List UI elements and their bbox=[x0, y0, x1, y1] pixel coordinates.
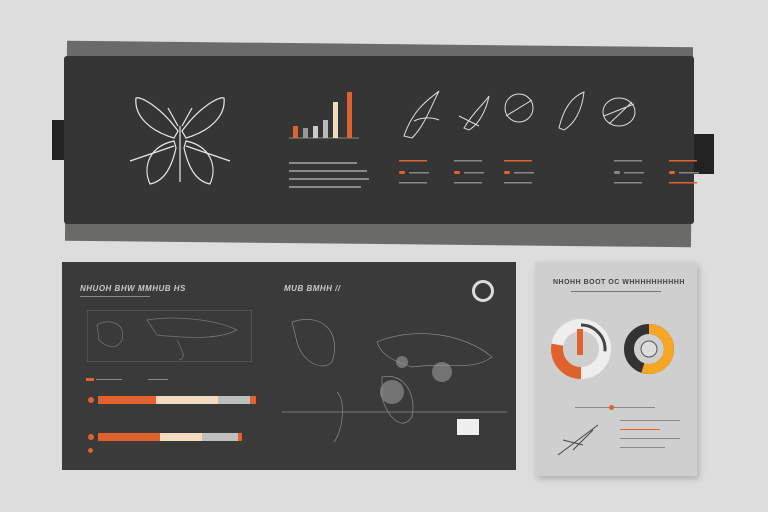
donut1-value bbox=[551, 319, 611, 379]
bar bbox=[293, 126, 298, 138]
map-title: MUB BMHH // bbox=[284, 284, 341, 293]
bar-segment bbox=[98, 433, 160, 441]
insect-sketches bbox=[403, 90, 636, 139]
bar-dot bbox=[88, 397, 94, 403]
bar-segment bbox=[238, 433, 242, 441]
banner-bar-chart bbox=[289, 92, 359, 139]
banner-line bbox=[289, 162, 357, 164]
subtitle-line bbox=[80, 296, 150, 297]
bar bbox=[333, 102, 338, 138]
bar-dot bbox=[88, 448, 93, 453]
bar-segment bbox=[160, 433, 202, 441]
banner-line bbox=[289, 186, 361, 188]
banner bbox=[64, 56, 699, 224]
bar bbox=[347, 92, 352, 138]
panel-title: NHUOH BHW MMHUB HS bbox=[80, 284, 186, 293]
banner-legend bbox=[399, 160, 719, 195]
bar-segment bbox=[156, 396, 218, 404]
mini-world-map bbox=[87, 310, 252, 362]
logo-icon bbox=[472, 280, 494, 302]
bar bbox=[313, 126, 318, 138]
bar-dot bbox=[88, 434, 94, 440]
card-title-line bbox=[571, 291, 661, 292]
legend-line bbox=[148, 379, 168, 380]
banner-line bbox=[289, 170, 367, 172]
info-card: NHOHH BOOT OC WHHHHHHHHHH bbox=[535, 262, 697, 476]
butterfly-icon bbox=[129, 97, 231, 185]
map-marker bbox=[457, 419, 479, 435]
bar bbox=[303, 128, 308, 138]
plane-sketch-icon bbox=[557, 424, 599, 456]
card-list bbox=[620, 420, 680, 448]
legend-line bbox=[96, 379, 122, 380]
donut2-value bbox=[624, 324, 674, 374]
bar-segment bbox=[202, 433, 238, 441]
legend-dot bbox=[86, 378, 94, 381]
dashboard-panel: NHUOH BHW MMHUB HS MUB BMHH // bbox=[62, 262, 516, 470]
bar bbox=[323, 120, 328, 138]
card-divider bbox=[575, 407, 655, 408]
banner-line bbox=[289, 178, 369, 180]
card-dot bbox=[609, 405, 614, 410]
card-title: NHOHH BOOT OC WHHHHHHHHHH bbox=[553, 279, 685, 286]
bar-segment bbox=[218, 396, 250, 404]
stacked-bar-1 bbox=[98, 396, 258, 405]
world-map bbox=[282, 319, 507, 443]
donut-charts bbox=[551, 319, 674, 379]
bar-segment bbox=[250, 396, 256, 404]
bar-segment bbox=[98, 396, 156, 404]
stacked-bar-2 bbox=[98, 433, 258, 442]
